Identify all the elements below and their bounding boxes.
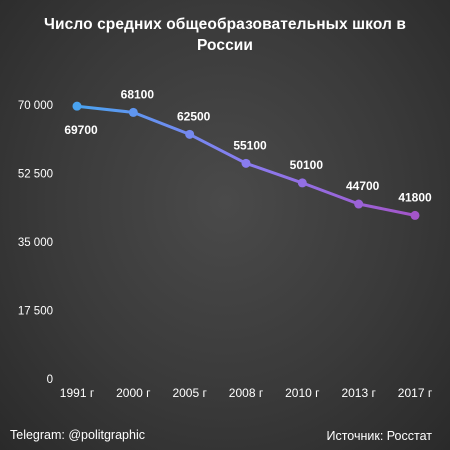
data-point	[128, 107, 138, 117]
chart-title-line-1: Число средних общеобразовательных школ в	[44, 16, 406, 33]
telegram-credit: Telegram: @politgraphic	[10, 428, 145, 442]
y-tick-label: 17 500	[18, 306, 53, 318]
x-tick-label: 1991 г	[60, 386, 95, 400]
x-tick-label: 2010 г	[285, 386, 320, 400]
data-point	[354, 199, 364, 209]
x-tick-label: 2005 г	[172, 386, 207, 400]
x-tick-label: 2017 г	[398, 386, 433, 400]
chart-title-line-2: России	[196, 37, 254, 54]
data-label: 41800	[398, 190, 432, 204]
y-tick-label: 52 500	[18, 169, 53, 181]
data-point	[72, 101, 82, 111]
x-tick-label: 2008 г	[229, 386, 264, 400]
x-tick-label: 2000 г	[116, 386, 151, 400]
data-label: 69700	[64, 123, 98, 137]
y-axis: 0 17 500 35 000 52 500 70 000	[18, 100, 53, 386]
data-point	[410, 210, 420, 220]
data-label: 55100	[233, 138, 267, 152]
data-point	[241, 158, 251, 168]
data-label: 62500	[177, 109, 211, 123]
y-tick-label: 35 000	[18, 237, 53, 249]
y-tick-label: 0	[47, 374, 53, 386]
data-label: 68100	[121, 87, 155, 101]
data-point	[297, 178, 307, 188]
data-point	[185, 129, 195, 139]
x-tick-label: 2013 г	[341, 386, 376, 400]
data-label: 50100	[290, 158, 324, 172]
data-labels: 69700 68100 62500 55100 50100 44700 41800	[64, 87, 432, 204]
chart-title: Число средних общеобразовательных школ в…	[0, 14, 450, 56]
data-label: 44700	[346, 179, 380, 193]
source-credit: Источник: Росстат	[326, 429, 432, 443]
y-tick-label: 70 000	[18, 100, 53, 112]
x-axis: 1991 г 2000 г 2005 г 2008 г 2010 г 2013 г 2017…	[60, 386, 433, 400]
series-points	[72, 101, 420, 220]
